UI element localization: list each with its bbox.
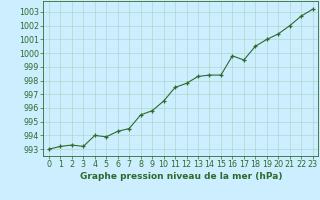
X-axis label: Graphe pression niveau de la mer (hPa): Graphe pression niveau de la mer (hPa) xyxy=(80,172,282,181)
